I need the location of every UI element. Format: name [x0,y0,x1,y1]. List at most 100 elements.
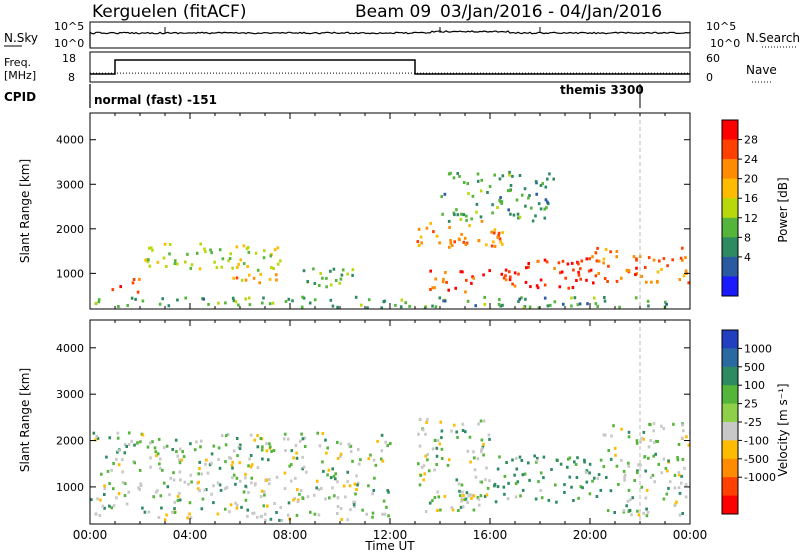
velocity-cell-19 [123,443,127,446]
power-cell-349 [595,259,599,263]
power-cell-66 [258,281,261,285]
velocity-cell-173 [301,467,304,471]
power-cell-22 [242,244,246,248]
power-cell-365 [466,182,469,186]
velocity-cell-481 [599,458,603,462]
velocity-cell-256 [154,450,158,454]
velocity-cell-644 [606,509,610,513]
power-cell-137 [287,297,291,301]
power-cell-293 [577,270,580,274]
power-cell-182 [318,284,321,287]
power-cell-135 [553,300,557,304]
velocity-cell-573 [677,473,681,477]
velocity-cell-456 [485,466,488,470]
velocity-cell-265 [108,504,111,508]
velocity-cell-27 [328,496,331,500]
power-cell-318 [591,255,594,259]
velocity-cell-352 [130,439,133,443]
velocity-cell-431 [436,439,440,443]
velocity-cell-297 [313,512,317,516]
nsearch-label: N.Search [746,31,800,45]
velocity-cell-622 [662,457,666,461]
velocity-cell-220 [331,486,334,490]
velocity-cell-290 [344,495,347,499]
velocity-cell-387 [479,494,483,498]
velocity-cell-349 [252,511,256,515]
velocity-cell-270 [329,476,333,480]
power-cell-200 [416,240,420,244]
velocity-cell-551 [514,495,518,499]
velocity-cell-236 [95,435,98,438]
velocity-colorbar: 1000 500 100 25 -25 -100 -500 -1000 [721,329,776,515]
velocity-cell-249 [212,484,215,488]
power-cell-395 [462,181,466,184]
velocity-cell-71 [327,468,331,472]
velocity-cell-613 [605,476,608,479]
velocity-cell-324 [196,487,200,491]
velocity-cell-512 [583,458,586,462]
velocity-cell-496 [542,455,546,459]
velocity-cell-391 [439,420,443,424]
velocity-cell-334 [279,506,282,509]
power-cell-265 [447,288,450,292]
power-colorbar-tick-label-5: 8 [744,231,751,244]
power-cell-253 [464,290,467,294]
velocity-cell-254 [251,511,254,515]
power-cell-6 [209,248,212,252]
velocity-cell-423 [479,480,482,484]
velocity-cell-586 [652,429,655,433]
power-cell-366 [476,179,480,183]
velocity-cell-292 [381,512,384,516]
velocity-cell-175 [138,468,142,472]
power-yaxis: 1000 2000 3000 4000 [56,134,690,280]
velocity-cell-217 [244,472,247,476]
nsky-label: N.Sky [4,31,38,45]
velocity-cell-180 [286,437,290,441]
power-cell-19 [198,267,202,271]
power-cell-197 [468,224,471,228]
velocity-cell-13 [235,503,239,507]
power-cell-291 [536,260,539,264]
power-cell-311 [596,246,599,250]
velocity-y-tick-label-3: 4000 [56,342,84,355]
velocity-colorbar-swatch-5 [722,422,738,441]
velocity-cell-110 [123,451,127,455]
velocity-colorbar-swatch-0 [722,330,738,349]
velocity-cell-381 [451,508,455,512]
power-cell-143 [499,304,502,308]
velocity-cell-298 [101,504,104,508]
velocity-cell-47 [336,456,340,460]
velocity-cell-76 [141,506,144,510]
power-cell-307 [539,278,543,282]
velocity-colorbar-swatch-2 [722,366,738,386]
velocity-cell-281 [357,462,361,466]
velocity-cell-241 [203,488,206,492]
velocity-cell-504 [597,473,601,477]
power-cell-174 [231,296,235,300]
velocity-cell-382 [446,463,450,467]
velocity-cell-221 [346,480,349,484]
velocity-cell-65 [204,462,207,466]
velocity-cell-231 [103,484,106,488]
power-cell-316 [597,272,600,275]
velocity-cell-649 [665,492,669,496]
power-cell-47 [190,263,194,267]
velocity-cell-336 [339,452,343,456]
velocity-cell-103 [326,446,329,450]
velocity-cell-412 [465,491,469,495]
velocity-cell-417 [427,469,431,473]
velocity-cell-540 [555,500,558,504]
velocity-cell-450 [457,482,461,486]
velocity-cell-97 [367,457,371,461]
velocity-cell-612 [609,457,613,461]
velocity-cell-313 [256,445,260,449]
power-cell-263 [502,276,506,280]
power-cell-418 [479,189,483,193]
power-cell-192 [312,267,315,271]
velocity-cell-566 [610,434,613,438]
velocity-cell-501 [496,467,500,471]
power-cell-81 [646,299,650,303]
velocity-cell-555 [461,505,465,509]
power-cell-185 [339,277,343,281]
power-cell-287 [566,262,570,266]
